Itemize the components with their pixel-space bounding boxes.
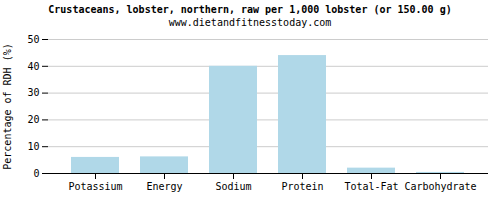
svg-text:40: 40 [27, 61, 39, 72]
svg-text:20: 20 [27, 114, 39, 125]
svg-text:30: 30 [27, 87, 39, 98]
svg-text:50: 50 [27, 34, 39, 45]
svg-text:Total-Fat: Total-Fat [344, 181, 398, 192]
svg-text:Percentage of RDH (%): Percentage of RDH (%) [2, 43, 13, 169]
svg-text:Carbohydrate: Carbohydrate [404, 181, 476, 192]
svg-text:0: 0 [33, 168, 39, 179]
html-text:Crustaceans, lobster, northern: Crustaceans, lobster, northern, raw per … [48, 4, 452, 15]
html-text:www.dietandfitnesstoday.com: www.dietandfitnesstoday.com [168, 17, 332, 28]
svg-text:Sodium: Sodium [215, 181, 251, 192]
svg-text:Potassium: Potassium [68, 181, 122, 192]
svg-text:10: 10 [27, 141, 39, 152]
svg-text:Energy: Energy [146, 181, 182, 192]
svg-text:Protein: Protein [281, 181, 323, 192]
